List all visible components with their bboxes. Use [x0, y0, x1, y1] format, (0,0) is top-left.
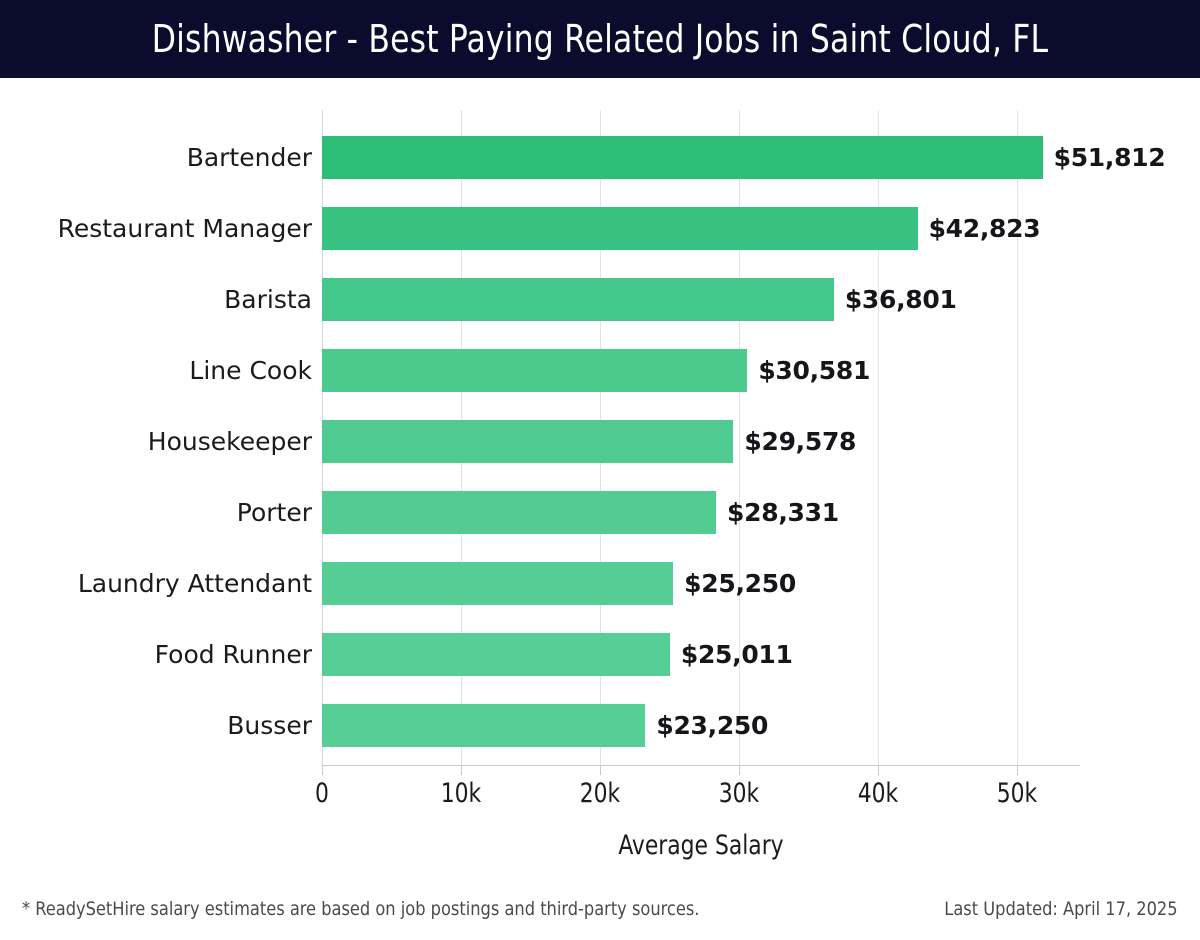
category-label: Busser [227, 711, 312, 740]
category-label: Food Runner [154, 640, 312, 669]
bar-value-label: $25,011 [680, 640, 793, 669]
x-tick-mark-30k [739, 766, 741, 775]
last-updated-text: Last Updated: April 17, 2025 [944, 898, 1178, 920]
bar[interactable] [322, 562, 674, 605]
bar[interactable] [322, 349, 748, 392]
x-tick-mark-50k [1017, 766, 1019, 775]
bar-value-label: $51,812 [1053, 143, 1166, 172]
x-tick-mark-0 [322, 766, 323, 775]
category-label: Porter [236, 498, 312, 527]
category-label: Line Cook [189, 356, 312, 385]
bar[interactable] [322, 278, 834, 321]
bar-row: Busser $23,250 [0, 690, 1200, 761]
bar-value-label: $28,331 [727, 498, 839, 527]
category-label: Laundry Attendant [77, 569, 312, 598]
x-tick-label-40k: 40k [858, 778, 899, 809]
category-label: Restaurant Manager [57, 214, 312, 243]
bar-value-label: $36,801 [844, 285, 957, 314]
bar-value-label: $42,823 [928, 214, 1041, 243]
x-tick-mark-40k [878, 766, 880, 775]
x-tick-mark-10k [461, 766, 463, 775]
bar-value-label: $29,578 [744, 427, 857, 456]
category-label: Housekeeper [147, 427, 312, 456]
bar-value-label: $23,250 [656, 711, 769, 740]
gridline-30k [739, 110, 741, 765]
x-axis-spine [322, 765, 1080, 766]
x-tick-label-0: 0 [315, 778, 329, 809]
gridline-50k [1017, 110, 1019, 765]
x-tick-label-30k: 30k [718, 778, 760, 809]
gridline-40k [878, 110, 880, 765]
footnote-text: * ReadySetHire salary estimates are base… [22, 898, 700, 920]
bar-row: Restaurant Manager $42,823 [0, 193, 1200, 264]
bar-row: Food Runner $25,011 [0, 619, 1200, 690]
bar-row: Line Cook $30,581 [0, 335, 1200, 406]
bar-value-label: $25,250 [684, 569, 796, 598]
bar-row: Porter $28,331 [0, 477, 1200, 548]
bar-row: Housekeeper $29,578 [0, 406, 1200, 477]
bar[interactable] [322, 420, 734, 463]
x-tick-label-20k: 20k [579, 778, 621, 809]
category-label: Barista [224, 285, 312, 314]
bar-row: Bartender $51,812 [0, 122, 1200, 193]
page-title: Dishwasher - Best Paying Related Jobs in… [151, 17, 1049, 61]
bar[interactable] [322, 207, 918, 250]
category-label: Bartender [186, 143, 312, 172]
x-axis-title: Average Salary [618, 830, 784, 861]
x-tick-label-10k: 10k [440, 778, 482, 809]
bar-row: Laundry Attendant $25,250 [0, 548, 1200, 619]
bar-row: Barista $36,801 [0, 264, 1200, 335]
x-tick-mark-20k [600, 766, 602, 775]
bar[interactable] [322, 633, 670, 676]
bar[interactable] [322, 704, 646, 747]
x-tick-label-50k: 50k [997, 778, 1038, 809]
bar[interactable] [322, 491, 717, 534]
bar-value-label: $30,581 [758, 356, 871, 385]
header-band [0, 0, 1200, 78]
bar[interactable] [322, 136, 1043, 179]
